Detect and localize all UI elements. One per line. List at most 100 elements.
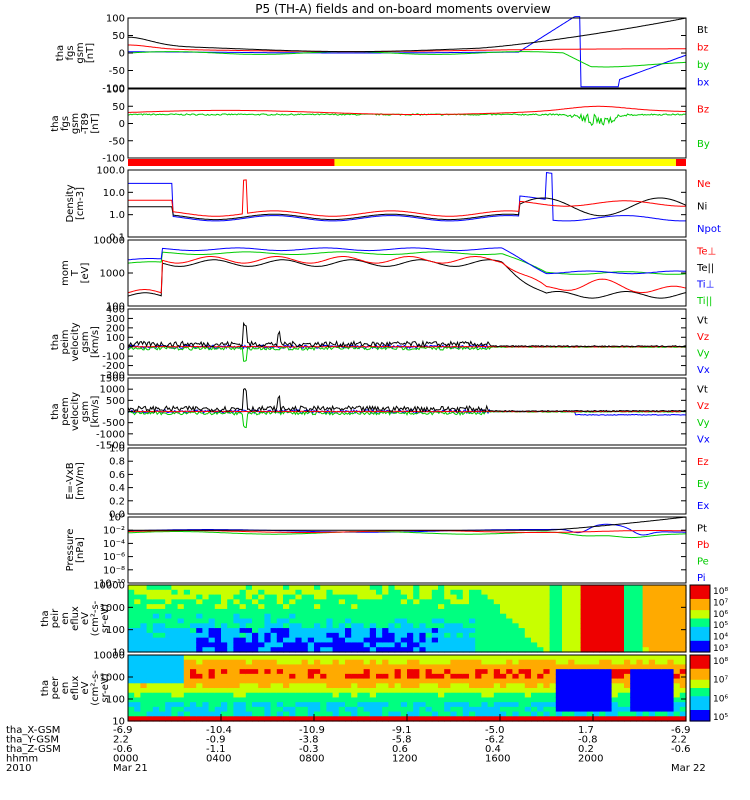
heatmap-cell [295, 697, 303, 703]
heatmap-cell [450, 599, 458, 605]
heatmap-cell [283, 688, 290, 694]
heatmap-cell [524, 642, 532, 648]
heatmap-cell [345, 697, 352, 703]
heatmap-cell [673, 647, 681, 653]
y-tick-label: 10 [112, 717, 125, 728]
heatmap-cell [562, 669, 569, 675]
heatmap-cell [462, 697, 470, 703]
heatmap-cell [326, 664, 334, 670]
heatmap-cell [456, 604, 464, 610]
heatmap-cell [314, 647, 321, 653]
heatmap-cell [190, 632, 197, 639]
heatmap-cell [134, 655, 141, 661]
heatmap-cell [152, 642, 160, 648]
x-row-value: -0.3 [299, 744, 319, 755]
heatmap-cell [289, 716, 296, 722]
heatmap-cell [252, 692, 259, 699]
heatmap-cell [537, 716, 544, 722]
heatmap-cell [301, 594, 309, 600]
series-line-bx [128, 16, 687, 88]
y-axis-label: mom [60, 260, 71, 286]
heatmap-cell [438, 594, 445, 600]
heatmap-cell [190, 706, 197, 713]
heatmap-cell [605, 711, 613, 717]
heatmap-cell [487, 613, 495, 620]
heatmap-cell [190, 664, 197, 670]
heatmap-cell [363, 618, 371, 624]
heatmap-cell [444, 589, 451, 596]
heatmap-cell [270, 697, 278, 703]
heatmap-cell [357, 716, 365, 722]
heatmap-cell [202, 711, 210, 717]
heatmap-cell [338, 647, 346, 653]
heatmap-cell [338, 692, 346, 699]
heatmap-cell [531, 673, 538, 680]
heatmap-cell [407, 655, 414, 661]
heatmap-cell [314, 637, 321, 644]
heatmap-cell [462, 623, 470, 629]
heatmap-cell [258, 585, 265, 591]
heatmap-cell [239, 702, 247, 708]
heatmap-cell [307, 664, 315, 670]
heatmap-cell [580, 706, 588, 713]
heatmap-cell [636, 692, 644, 699]
heatmap-cell [543, 659, 551, 666]
heatmap-cell [283, 628, 290, 634]
heatmap-cell [134, 613, 141, 620]
heatmap-cell [128, 659, 135, 666]
heatmap-cell [611, 608, 619, 615]
heatmap-cell [506, 716, 513, 722]
legend-by: By [697, 139, 710, 150]
heatmap-cell [283, 623, 290, 629]
heatmap-cell [165, 637, 172, 644]
heatmap-cell [413, 669, 420, 675]
heatmap-cell [462, 604, 470, 610]
heatmap-cell [512, 594, 520, 600]
heatmap-cell [376, 632, 383, 639]
heatmap-cell [134, 692, 141, 699]
heatmap-cell [202, 678, 210, 684]
heatmap-cell [376, 599, 383, 605]
heatmap-cell [487, 659, 495, 666]
heatmap-cell [493, 664, 501, 670]
heatmap-cell [462, 608, 470, 615]
heatmap-cell [537, 688, 544, 694]
colorbar-label: 10⁵ [713, 621, 728, 631]
heatmap-cell [159, 669, 166, 675]
heatmap-cell [320, 618, 327, 624]
heatmap-cell [307, 673, 315, 680]
heatmap-cell [239, 618, 247, 624]
heatmap-cell [202, 604, 210, 610]
heatmap-cell [363, 585, 371, 591]
heatmap-cell [338, 664, 346, 670]
heatmap-cell [444, 673, 451, 680]
heatmap-cell [152, 692, 160, 699]
heatmap-cell [338, 706, 346, 713]
heatmap-cell [338, 599, 346, 605]
heatmap-cell [555, 697, 563, 703]
heatmap-cell [159, 628, 166, 634]
heatmap-cell [425, 599, 433, 605]
heatmap-cell [351, 697, 358, 703]
heatmap-cell [252, 655, 259, 661]
heatmap-cell [376, 688, 383, 694]
heatmap-cell [543, 647, 551, 653]
heatmap-cell [363, 702, 371, 708]
heatmap-cell [369, 618, 377, 624]
heatmap-cell [326, 683, 334, 689]
heatmap-cell [171, 623, 179, 629]
heatmap-cell [301, 628, 309, 634]
heatmap-cell [369, 702, 377, 708]
heatmap-cell [537, 608, 544, 615]
heatmap-cell [208, 613, 216, 620]
heatmap-cell [487, 599, 495, 605]
colorbar-swatch [690, 604, 710, 608]
heatmap-cell [394, 702, 402, 708]
heatmap-cell [661, 589, 668, 596]
heatmap-cell [481, 604, 489, 610]
heatmap-cell [134, 604, 141, 610]
heatmap-cell [518, 623, 526, 629]
colorbar-label: 10⁸ [713, 587, 728, 597]
heatmap-cell [382, 628, 389, 634]
